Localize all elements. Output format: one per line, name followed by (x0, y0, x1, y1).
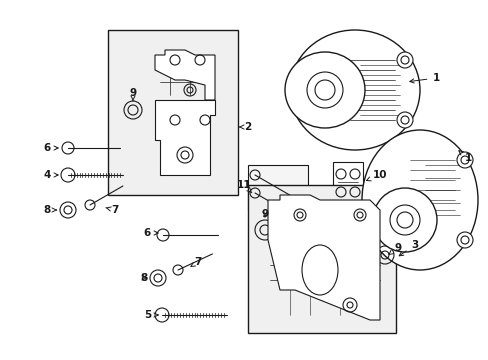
Ellipse shape (302, 245, 337, 295)
Text: 1: 1 (409, 73, 439, 83)
Circle shape (396, 112, 412, 128)
Text: 3: 3 (398, 240, 418, 256)
Text: 1: 1 (458, 151, 470, 163)
Circle shape (456, 232, 472, 248)
Bar (332, 162, 362, 204)
Text: 9: 9 (388, 243, 401, 255)
Text: 9: 9 (261, 209, 268, 219)
Bar (247, 185, 395, 333)
Text: 11: 11 (236, 180, 251, 193)
Circle shape (389, 205, 419, 235)
Text: 8: 8 (43, 205, 56, 215)
Text: 4: 4 (43, 170, 58, 180)
Circle shape (306, 72, 342, 108)
Text: 5: 5 (144, 310, 158, 320)
Bar (108, 30, 238, 195)
Polygon shape (155, 100, 215, 175)
Text: 2: 2 (238, 122, 251, 132)
Text: 7: 7 (190, 257, 201, 267)
Text: 7: 7 (105, 205, 119, 215)
Text: 9: 9 (129, 88, 136, 101)
Ellipse shape (289, 30, 419, 150)
Polygon shape (267, 195, 379, 320)
Bar (247, 165, 307, 210)
Ellipse shape (285, 52, 364, 128)
Polygon shape (155, 50, 215, 100)
Circle shape (456, 152, 472, 168)
Ellipse shape (372, 188, 436, 252)
Circle shape (396, 52, 412, 68)
Ellipse shape (361, 130, 477, 270)
Text: 10: 10 (366, 170, 386, 181)
Text: 6: 6 (143, 228, 158, 238)
Text: 8: 8 (140, 273, 147, 283)
Text: 6: 6 (43, 143, 58, 153)
